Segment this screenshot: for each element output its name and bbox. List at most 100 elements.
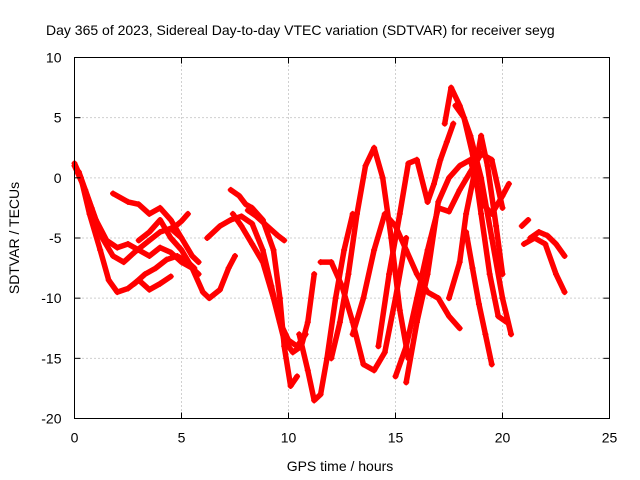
data-point	[259, 259, 266, 266]
data-point	[446, 313, 452, 320]
data-point	[375, 343, 382, 350]
data-point	[463, 210, 470, 217]
data-point	[270, 295, 277, 302]
data-point	[146, 253, 153, 260]
x-tick-label: 10	[281, 430, 297, 446]
data-point	[499, 295, 506, 302]
x-tick-label: 25	[602, 430, 618, 446]
data-point	[499, 204, 506, 211]
data-point	[463, 228, 470, 235]
data-point	[403, 247, 410, 254]
data-point	[381, 210, 388, 217]
data-point	[527, 235, 534, 241]
data-point	[264, 222, 271, 229]
data-point	[349, 331, 356, 338]
y-tick-label: 10	[46, 50, 62, 66]
data-point	[413, 271, 420, 278]
data-point	[488, 235, 495, 241]
series-arc-o	[349, 211, 463, 338]
data-point	[238, 213, 245, 220]
data-point	[157, 204, 164, 211]
data-point	[97, 247, 104, 254]
data-point	[142, 271, 149, 278]
data-point	[362, 162, 369, 169]
data-point	[217, 222, 224, 229]
data-point	[204, 235, 211, 241]
data-point	[317, 391, 324, 398]
data-point	[276, 295, 283, 302]
data-point	[249, 241, 256, 248]
data-point	[99, 235, 106, 241]
data-point	[125, 285, 131, 292]
data-point	[206, 295, 213, 302]
x-tick-label: 20	[495, 430, 511, 446]
data-point	[396, 210, 403, 217]
data-point	[508, 331, 515, 338]
data-point	[488, 361, 495, 368]
data-point	[471, 168, 478, 175]
data-point	[227, 186, 234, 193]
data-point	[189, 253, 196, 260]
data-point	[253, 213, 260, 220]
chart-title: Day 365 of 2023, Sidereal Day-to-day VTE…	[46, 22, 555, 38]
data-point	[191, 265, 198, 272]
tick-layer: 0 5 10 15 20 25 -20 -15 -10 -5 0 5 10	[41, 50, 617, 446]
data-point	[475, 301, 482, 308]
y-axis-label: SDTVAR / TECUs	[6, 182, 22, 294]
data-point	[163, 256, 170, 263]
data-point	[110, 190, 117, 197]
data-point	[259, 247, 266, 254]
data-point	[114, 244, 121, 251]
x-tick-label: 5	[178, 430, 186, 446]
data-point	[157, 228, 164, 235]
data-point	[178, 247, 185, 254]
data-point	[403, 343, 410, 350]
data-point	[469, 265, 476, 272]
data-point	[195, 259, 202, 266]
data-point	[146, 228, 153, 235]
data-point	[125, 241, 131, 248]
data-point	[437, 156, 444, 163]
data-point	[244, 207, 251, 214]
data-point	[75, 168, 82, 175]
data-point	[424, 198, 431, 205]
data-point	[482, 331, 489, 338]
data-point	[152, 265, 159, 272]
data-point	[135, 237, 142, 244]
data-point	[392, 373, 399, 380]
data-point	[553, 241, 559, 248]
y-tick-label: -5	[49, 230, 62, 246]
data-point	[371, 144, 378, 151]
data-point	[242, 201, 249, 208]
data-point	[413, 295, 420, 302]
data-point	[488, 156, 495, 163]
data-point	[386, 271, 393, 278]
data-point	[317, 259, 324, 266]
data-point	[396, 307, 403, 314]
data-point	[332, 295, 339, 302]
data-point	[174, 253, 181, 260]
y-tick-label: 0	[54, 170, 62, 186]
data-point	[131, 249, 138, 256]
data-point	[296, 331, 303, 338]
series-arc-z	[519, 217, 531, 229]
data-point	[131, 280, 138, 287]
data-point	[287, 383, 294, 390]
data-point	[413, 319, 420, 326]
data-point	[505, 180, 512, 187]
data-point	[478, 210, 485, 217]
data-point	[435, 295, 442, 302]
data-point	[499, 271, 506, 278]
data-point	[225, 265, 232, 272]
data-point	[493, 222, 500, 229]
data-point	[281, 237, 288, 244]
data-point	[184, 210, 191, 217]
data-point	[217, 286, 224, 293]
data-point	[456, 162, 463, 169]
data-point	[157, 216, 164, 223]
data-point	[311, 397, 318, 404]
data-point	[460, 114, 467, 121]
series-arc-v	[446, 132, 506, 301]
data-point	[88, 204, 95, 211]
